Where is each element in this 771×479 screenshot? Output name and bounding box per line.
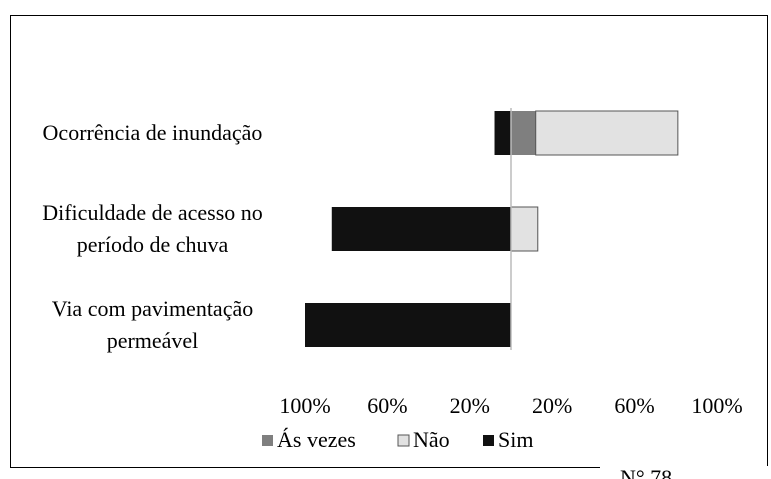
bar (494, 111, 511, 155)
annotation-mask (600, 466, 771, 479)
x-tick-label: 100% (279, 393, 330, 418)
annotation: N° 78 (620, 465, 672, 479)
x-tick-label: 20% (532, 393, 572, 418)
x-tick-label: 100% (691, 393, 742, 418)
legend-swatch (397, 434, 410, 447)
bar (305, 303, 511, 347)
legend-swatch (262, 435, 273, 446)
legend-swatch (483, 435, 494, 446)
frame (10, 15, 768, 468)
x-tick-label: 20% (450, 393, 490, 418)
category-label: Via com pavimentação permeável (51, 296, 254, 353)
category-label: Ocorrência de inundação (42, 120, 263, 145)
bar (511, 111, 536, 155)
bar (331, 207, 511, 251)
bar (510, 206, 539, 252)
legend-label: Não (413, 427, 450, 452)
x-tick-label: 60% (367, 393, 407, 418)
x-tick-label: 60% (614, 393, 654, 418)
bar (535, 110, 679, 156)
category-label: Dificuldade de acesso no período de chuv… (42, 200, 263, 257)
legend-label: Sim (498, 427, 533, 452)
legend-label: Ás vezes (277, 427, 356, 452)
